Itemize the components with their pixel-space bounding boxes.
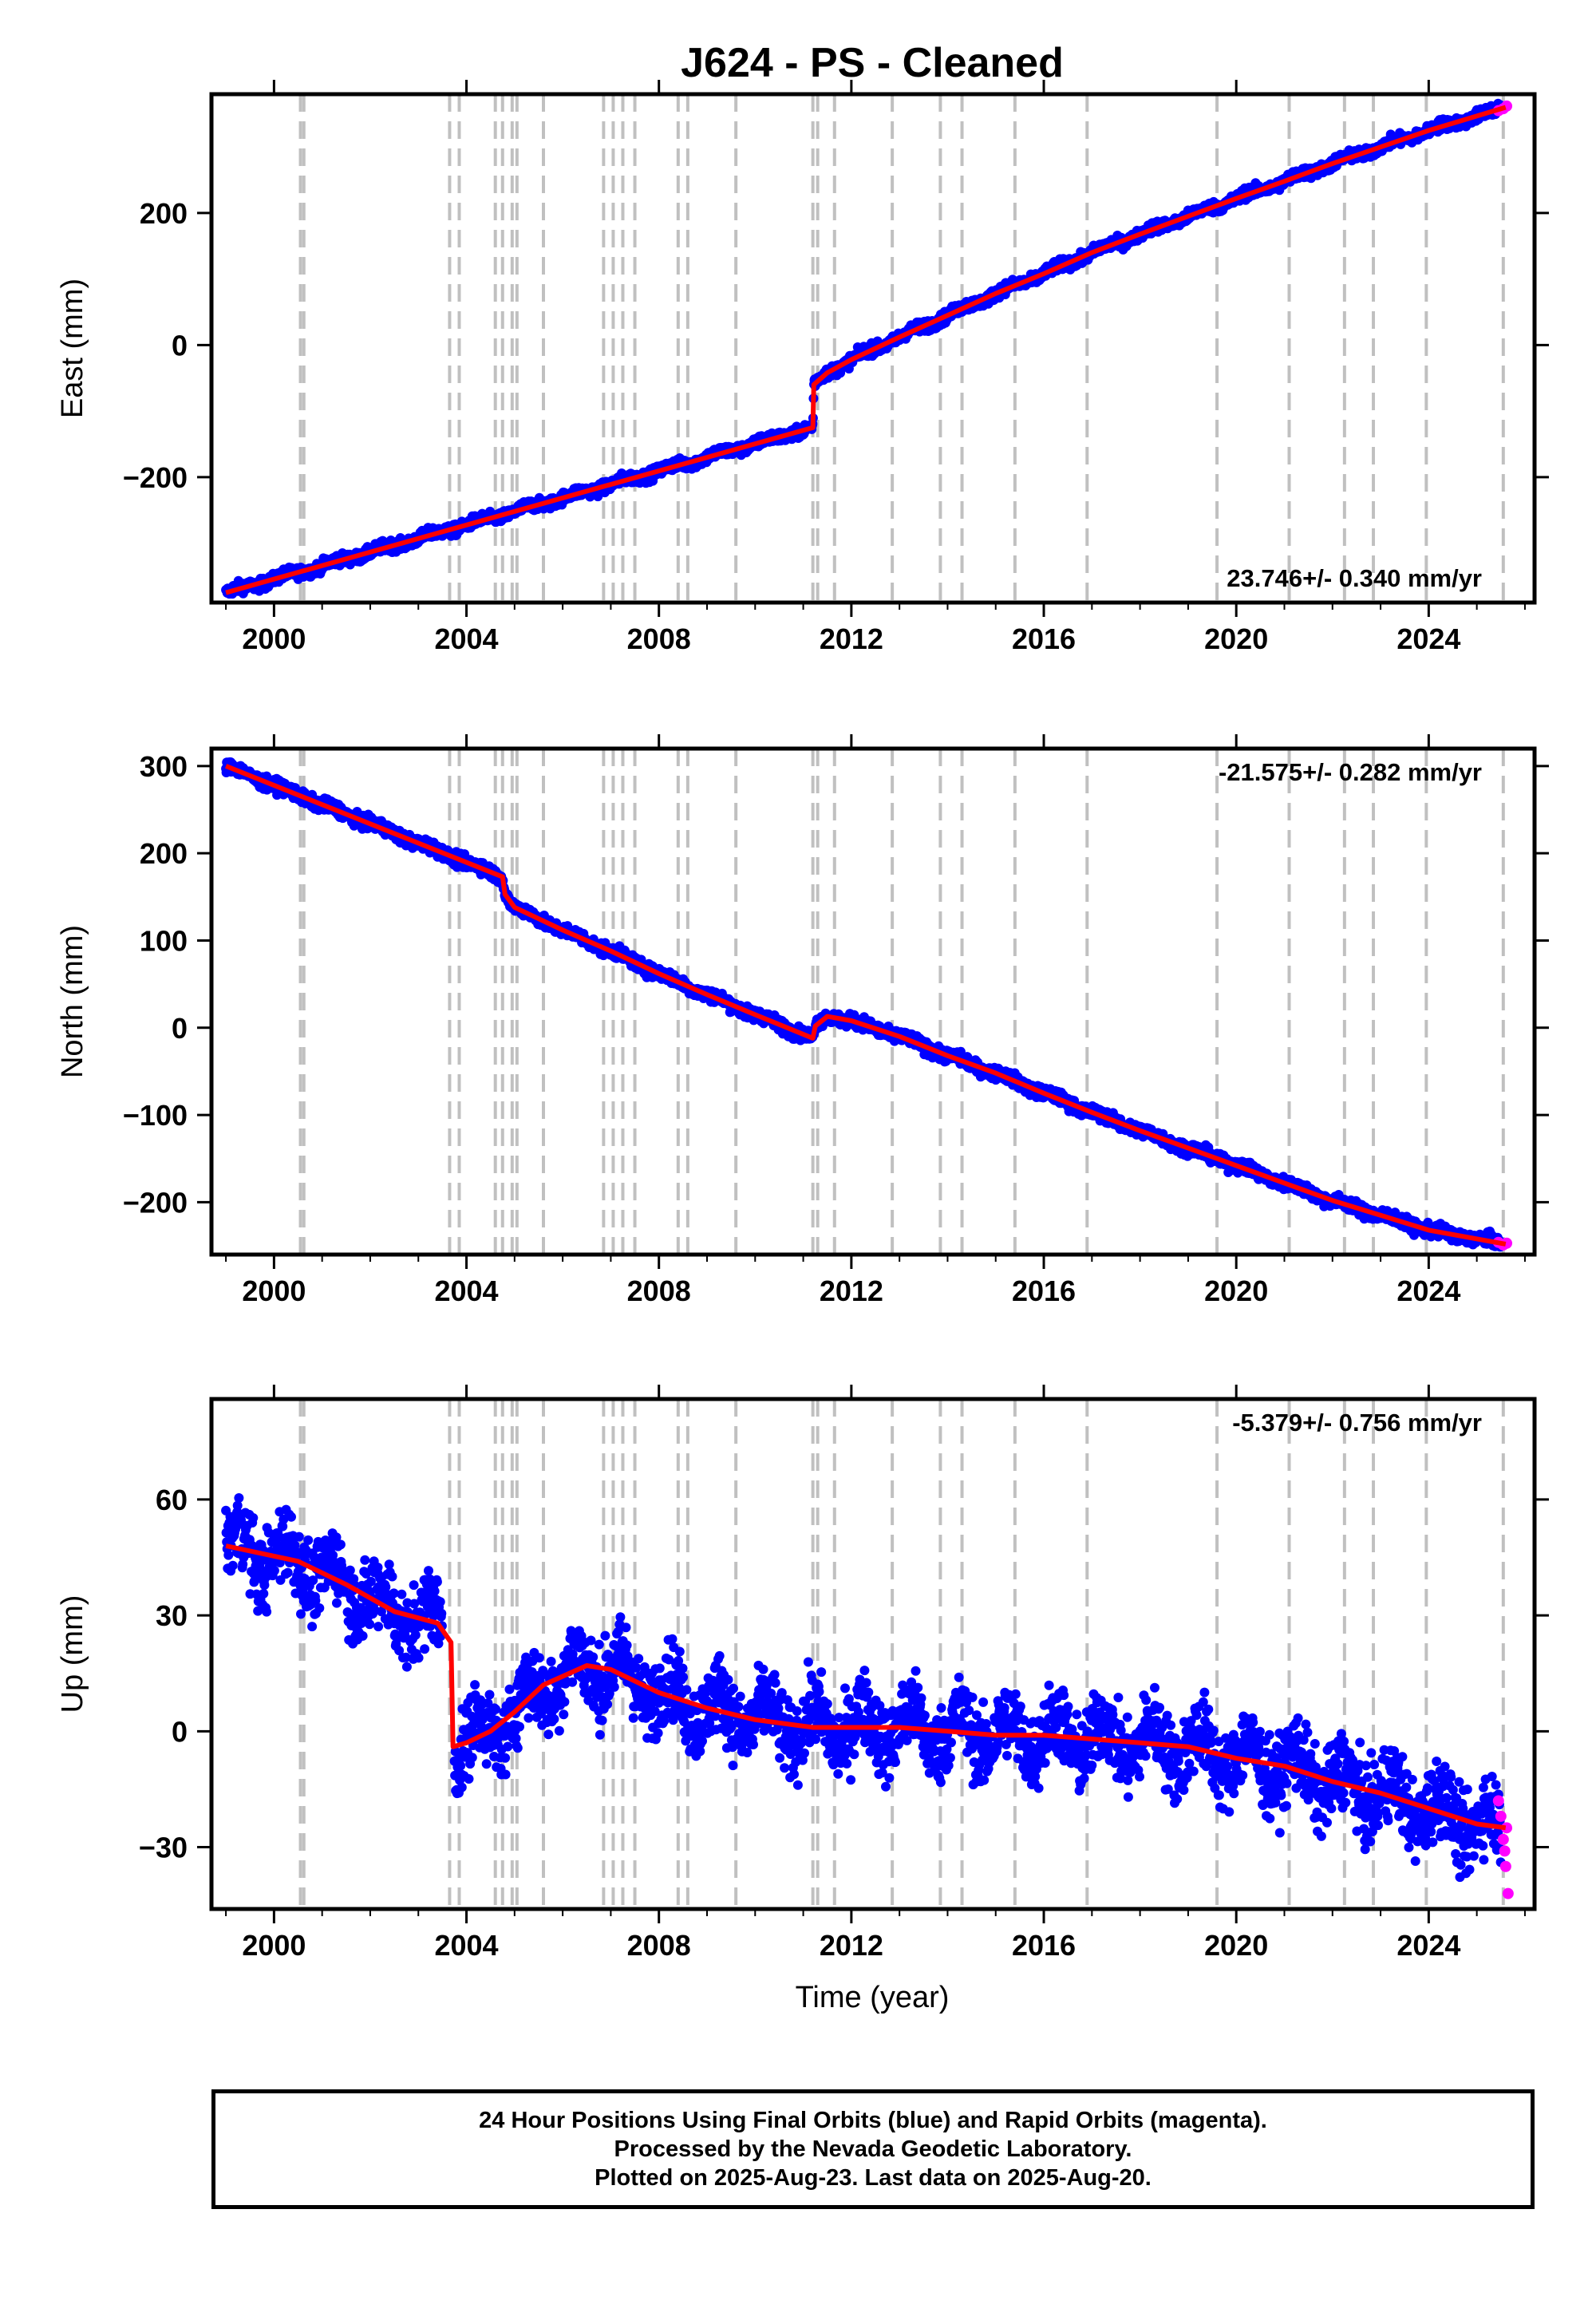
panel-east: 2000 2004 2008 2012 2016 2020 2024 −200 0 200 East… [56,80,1549,655]
x-tick-label: 2024 [1396,622,1460,655]
panel-frame [209,92,1537,605]
x-tick-label: 2004 [434,622,498,655]
x-tick-label: 2016 [1012,622,1076,655]
rate-label: 23.746+/- 0.340 mm/yr [1227,564,1482,592]
gnss-timeseries-chart: J624 - PS - Cleaned 2000 2004 2008 2012 2016… [56,40,1549,2014]
final-orbit-points [221,98,1506,599]
chart-title: J624 - PS - Cleaned [681,40,1064,86]
final-orbit-points [221,757,1506,1252]
plot-area [221,94,1513,603]
plot-area [221,749,1513,1255]
x-tick-label: 2000 [242,622,306,655]
panel-north: 2000 2004 2008 2012 2016 2020 2024−200−1000100… [56,734,1549,1307]
x-tick-label: 2012 [820,622,883,655]
y-tick-label: −200 [123,461,188,494]
model-fit-line [225,105,1507,595]
panels-layer: 2000 2004 2008 2012 2016 2020 2024 −200 0 200 East… [56,80,1549,1962]
y-tick-label: 200 [140,197,188,230]
y-tick-label: 0 [172,329,188,362]
y-axis-label: East (mm) [56,279,89,418]
x-tick-label: 2020 [1204,622,1268,655]
x-tick-label: 2008 [627,622,691,655]
